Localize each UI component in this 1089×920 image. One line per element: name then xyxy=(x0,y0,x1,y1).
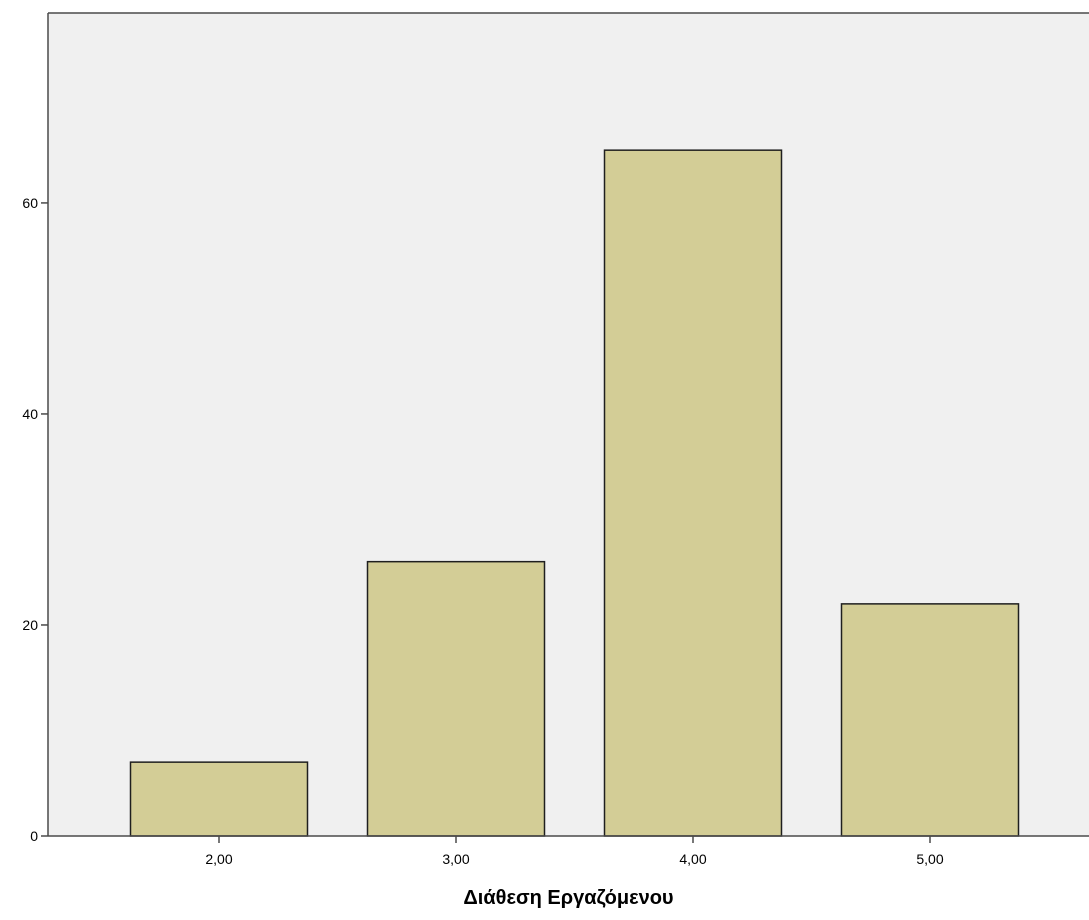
bar-2 xyxy=(603,149,783,837)
y-tick-label-2: 40 xyxy=(22,406,38,422)
x-tick-label-0: 2,00 xyxy=(205,851,232,867)
y-tick-label-1: 20 xyxy=(22,617,38,633)
bars-group xyxy=(129,149,1020,837)
x-tick-label-1: 3,00 xyxy=(442,851,469,867)
y-tick-label-3: 60 xyxy=(22,195,38,211)
x-axis-title: Διάθεση Εργαζόμενου xyxy=(463,887,673,909)
y-ticks-group: 0 20 40 60 xyxy=(22,195,48,844)
x-tick-label-2: 4,00 xyxy=(679,851,706,867)
x-tick-label-3: 5,00 xyxy=(916,851,943,867)
y-tick-label-0: 0 xyxy=(30,828,38,844)
x-ticks-group: 2,00 3,00 4,00 5,00 xyxy=(205,836,944,867)
bar-3 xyxy=(840,603,1020,837)
bar-1 xyxy=(366,560,546,837)
bar-0 xyxy=(129,761,309,837)
